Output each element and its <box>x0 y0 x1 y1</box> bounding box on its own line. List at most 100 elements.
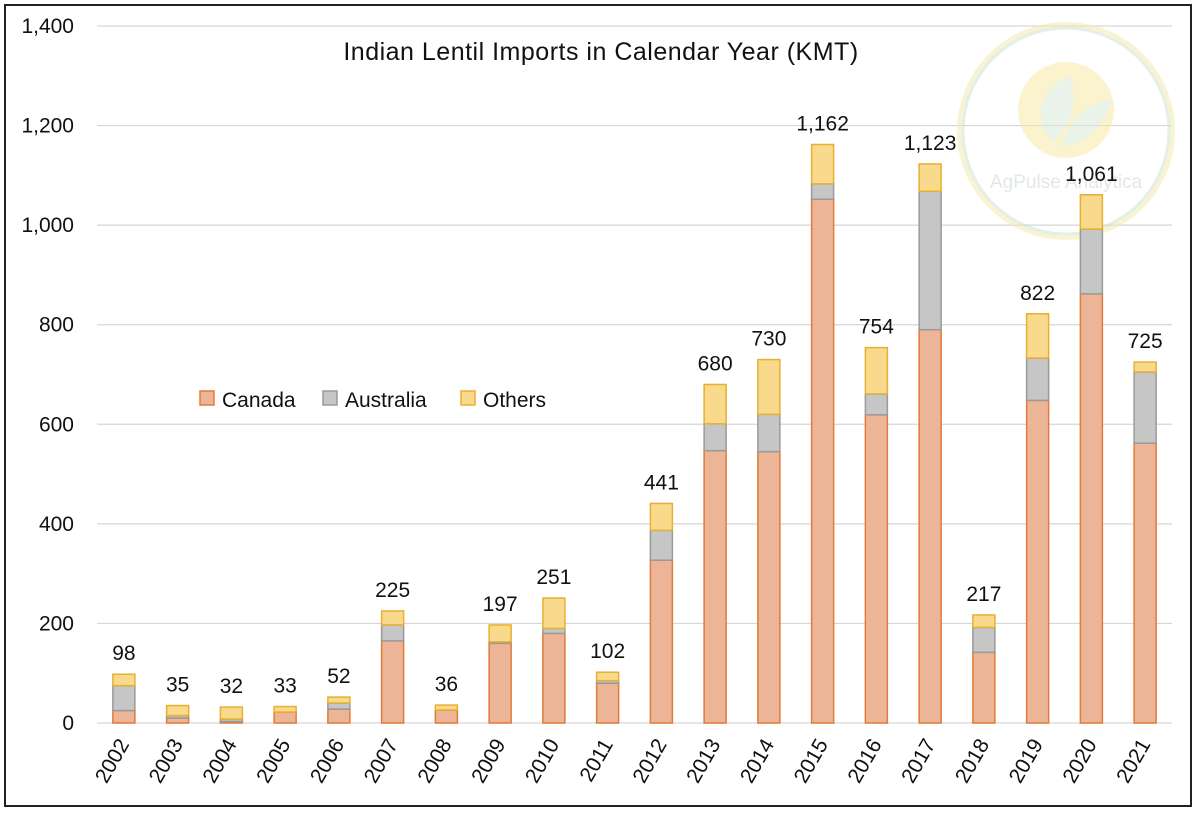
x-tick-label: 2007 <box>360 735 403 787</box>
watermark-text: AgPulse Analytica <box>990 172 1143 193</box>
bar-canada-2018 <box>972 651 996 724</box>
bar-canada-2013 <box>703 449 727 724</box>
bar-others-2009 <box>488 624 512 643</box>
bar-canada-2012 <box>649 559 674 724</box>
bar-canada-2015 <box>810 198 835 724</box>
total-label: 1,162 <box>796 112 849 135</box>
bar-others-2011 <box>595 671 620 682</box>
x-tick-label: 2019 <box>1005 735 1048 787</box>
total-label: 251 <box>536 566 571 589</box>
total-label: 730 <box>751 328 786 351</box>
bar-canada-2009 <box>488 642 512 724</box>
bar-others-2006 <box>327 696 351 704</box>
bar-australia-2021 <box>1133 371 1157 444</box>
bar-canada-2006 <box>327 708 351 724</box>
legend-swatch-canada <box>199 390 215 406</box>
bar-others-2015 <box>810 143 835 185</box>
bar-australia-2013 <box>703 423 727 452</box>
total-label: 217 <box>966 583 1001 606</box>
y-tick-label: 0 <box>62 712 74 735</box>
total-label: 32 <box>220 675 243 698</box>
bar-australia-2019 <box>1025 357 1050 402</box>
bar-canada-2020 <box>1079 293 1104 724</box>
total-label: 225 <box>375 579 410 602</box>
x-tick-label: 2005 <box>252 735 295 787</box>
bar-others-2002 <box>112 673 136 687</box>
bar-others-2014 <box>757 358 781 416</box>
bar-others-2003 <box>165 704 190 717</box>
bar-canada-2021 <box>1133 442 1157 724</box>
x-tick-label: 2015 <box>790 735 833 787</box>
x-tick-label: 2013 <box>682 735 725 787</box>
bar-australia-2006 <box>327 702 351 710</box>
x-tick-label: 2017 <box>897 735 940 787</box>
legend-label-australia: Australia <box>345 389 427 412</box>
bar-others-2007 <box>380 610 405 626</box>
x-tick-label: 2020 <box>1058 735 1101 787</box>
bar-australia-2018 <box>972 626 996 654</box>
bar-australia-2015 <box>810 183 835 201</box>
bar-others-2019 <box>1025 313 1050 359</box>
x-tick-label: 2009 <box>467 735 510 787</box>
watermark-logo: AgPulse Analytica <box>957 22 1175 240</box>
bar-canada-2011 <box>595 682 620 724</box>
bar-others-2008 <box>434 704 459 711</box>
bar-australia-2007 <box>380 624 405 642</box>
bar-australia-2002 <box>112 684 136 712</box>
x-tick-label: 2018 <box>951 735 994 787</box>
legend-swatch-others <box>460 390 476 406</box>
bar-others-2021 <box>1133 361 1157 373</box>
gridlines <box>97 25 1172 724</box>
bar-others-2020 <box>1079 194 1104 230</box>
x-tick-label: 2010 <box>521 735 564 787</box>
bar-others-2012 <box>649 502 674 532</box>
total-label: 36 <box>435 673 458 696</box>
bars <box>112 143 1157 724</box>
bar-canada-2019 <box>1025 399 1050 724</box>
x-axis-ticks: 2002 2003 2004 2005 2006 2007 2008 2009 2010 2011… <box>91 735 1156 787</box>
bar-others-2010 <box>542 597 566 630</box>
total-label: 1,061 <box>1065 163 1118 186</box>
bar-australia-2014 <box>757 413 781 453</box>
chart-title: Indian Lentil Imports in Calendar Year (… <box>343 38 858 66</box>
y-tick-label: 200 <box>39 612 74 635</box>
y-tick-label: 600 <box>39 413 74 436</box>
x-tick-label: 2011 <box>575 735 618 786</box>
bar-australia-2012 <box>649 529 674 561</box>
total-labels: 98 35 32 33 52 225 36 197 251 102 441 680 730 1,162 75… <box>112 112 1162 698</box>
y-tick-label: 1,000 <box>21 214 74 237</box>
y-tick-label: 1,400 <box>21 15 74 38</box>
x-tick-label: 2002 <box>91 735 134 787</box>
total-label: 441 <box>644 471 679 494</box>
bar-australia-2016 <box>864 393 889 416</box>
total-label: 33 <box>273 675 296 698</box>
total-label: 52 <box>327 665 350 688</box>
bar-australia-2017 <box>918 190 942 331</box>
y-tick-label: 400 <box>39 513 74 536</box>
x-tick-label: 2008 <box>413 735 456 787</box>
x-tick-label: 2014 <box>736 735 779 787</box>
total-label: 35 <box>166 674 189 697</box>
bar-canada-2014 <box>757 450 781 724</box>
total-label: 822 <box>1020 282 1055 305</box>
total-label: 98 <box>112 642 135 665</box>
y-axis-ticks: 0 200 400 600 800 1,000 1,200 1,400 <box>21 15 74 735</box>
bar-canada-2016 <box>864 414 889 724</box>
total-label: 680 <box>698 352 733 375</box>
bar-canada-2017 <box>918 328 942 724</box>
legend-swatch-australia <box>322 390 338 406</box>
total-label: 1,123 <box>904 132 957 155</box>
bar-canada-2007 <box>380 640 405 724</box>
x-tick-label: 2004 <box>198 735 241 787</box>
total-label: 197 <box>483 593 518 616</box>
total-label: 754 <box>859 316 894 339</box>
x-tick-label: 2016 <box>843 735 886 787</box>
bar-others-2013 <box>703 383 727 425</box>
bar-others-2004 <box>219 706 244 720</box>
legend: Canada Australia Others <box>199 389 546 412</box>
total-label: 102 <box>590 640 625 663</box>
bar-canada-2008 <box>434 709 459 724</box>
y-tick-label: 800 <box>39 314 74 337</box>
x-tick-label: 2012 <box>628 735 671 787</box>
